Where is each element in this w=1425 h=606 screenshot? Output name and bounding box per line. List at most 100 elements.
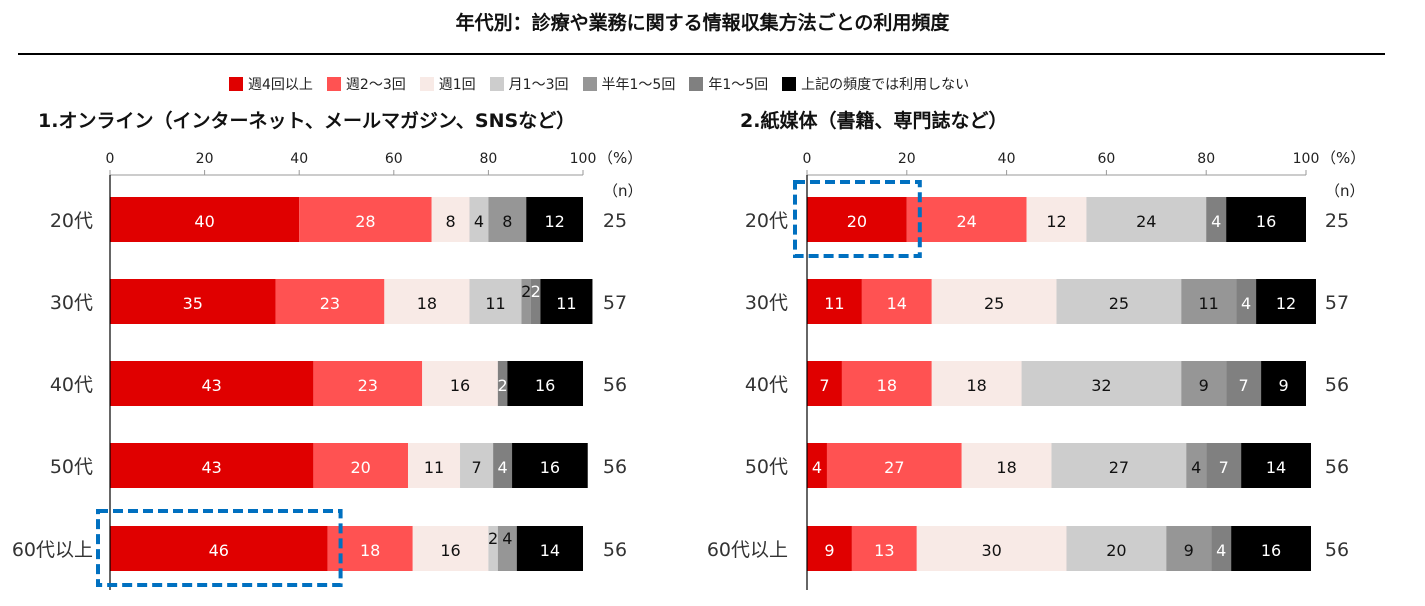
data-label: 24 bbox=[957, 212, 977, 231]
legend-label: 週1回 bbox=[438, 77, 476, 93]
bar-segment bbox=[497, 361, 508, 406]
bar-segment bbox=[540, 279, 593, 324]
n-label: 57 bbox=[603, 292, 627, 314]
bar-segment bbox=[526, 197, 583, 242]
n-label: 56 bbox=[1325, 456, 1349, 478]
bar-segment bbox=[512, 443, 588, 488]
data-label: 4 bbox=[502, 529, 512, 548]
data-label: 2 bbox=[497, 376, 507, 395]
data-label: 28 bbox=[355, 212, 375, 231]
data-label: 16 bbox=[1256, 212, 1276, 231]
data-label: 16 bbox=[540, 458, 560, 477]
category-label: 60代以上 bbox=[12, 539, 93, 561]
data-label: 32 bbox=[1091, 376, 1111, 395]
data-label: 12 bbox=[544, 212, 564, 231]
x-tick-label: 100 bbox=[570, 151, 597, 167]
bar-segment bbox=[327, 526, 413, 571]
bar-segment bbox=[841, 361, 932, 406]
bar-segment bbox=[313, 443, 408, 488]
bar-segment bbox=[1021, 361, 1182, 406]
bar-segment bbox=[1256, 279, 1316, 324]
data-label: 9 bbox=[1199, 376, 1209, 395]
data-label: 4 bbox=[812, 458, 822, 477]
category-label: 20代 bbox=[50, 210, 93, 232]
category-label: 50代 bbox=[50, 456, 93, 478]
x-tick-label: 0 bbox=[803, 151, 812, 167]
data-label: 4 bbox=[1191, 458, 1201, 477]
legend-swatch bbox=[689, 77, 704, 91]
bar-segment bbox=[931, 279, 1057, 324]
bar-segment bbox=[1066, 526, 1167, 571]
x-tick-label: 20 bbox=[196, 151, 214, 167]
data-label: 16 bbox=[440, 541, 460, 560]
bar-segment bbox=[299, 197, 432, 242]
data-label: 14 bbox=[540, 541, 560, 560]
x-tick-label: 20 bbox=[898, 151, 916, 167]
data-label: 4 bbox=[1211, 212, 1221, 231]
bar-segment bbox=[807, 443, 827, 488]
category-label: 60代以上 bbox=[707, 539, 788, 561]
bar-segment bbox=[493, 443, 513, 488]
data-label: 18 bbox=[360, 541, 380, 560]
bar-segment bbox=[1056, 279, 1182, 324]
bar-segment bbox=[1086, 197, 1207, 242]
bar-segment bbox=[110, 526, 328, 571]
bar-segment bbox=[530, 279, 541, 324]
data-label: 4 bbox=[497, 458, 507, 477]
category-label: 20代 bbox=[745, 210, 788, 232]
bar-segment bbox=[507, 361, 583, 406]
data-label: 20 bbox=[847, 212, 867, 231]
category-label: 40代 bbox=[745, 374, 788, 396]
legend-label: 週2～3回 bbox=[345, 77, 406, 93]
data-label: 7 bbox=[1219, 458, 1229, 477]
legend-item: 週2～3回 bbox=[326, 74, 406, 94]
legend-item: 年1～5回 bbox=[689, 74, 768, 94]
bar-segment bbox=[1231, 526, 1311, 571]
data-label: 46 bbox=[209, 541, 229, 560]
data-label: 7 bbox=[819, 376, 829, 395]
data-label: 16 bbox=[1261, 541, 1281, 560]
data-label: 16 bbox=[450, 376, 470, 395]
x-tick-label: 60 bbox=[1097, 151, 1115, 167]
bar-segment bbox=[275, 279, 385, 324]
data-label: 18 bbox=[966, 376, 986, 395]
data-label: 25 bbox=[1109, 294, 1129, 313]
data-label: 11 bbox=[556, 294, 576, 313]
bar-segment bbox=[807, 279, 862, 324]
data-label: 9 bbox=[824, 541, 834, 560]
data-label: 27 bbox=[1109, 458, 1129, 477]
legend-label: 月1～3回 bbox=[508, 77, 569, 93]
bar-segment bbox=[1226, 197, 1306, 242]
x-unit-label: （%） bbox=[1321, 149, 1365, 167]
x-unit-label: （%） bbox=[598, 149, 642, 167]
data-label: 18 bbox=[996, 458, 1016, 477]
bar-segment bbox=[384, 279, 470, 324]
bar-segment bbox=[488, 197, 527, 242]
bar-segment bbox=[931, 361, 1022, 406]
data-label: 14 bbox=[1266, 458, 1286, 477]
title-divider bbox=[18, 53, 1385, 55]
bar-segment bbox=[861, 279, 932, 324]
legend-item: 半年1～5回 bbox=[582, 74, 675, 94]
bar-segment bbox=[1026, 197, 1087, 242]
bar-segment bbox=[460, 443, 494, 488]
chart-title-online: 1.オンライン（インターネット、メールマガジン、SNSなど） bbox=[38, 110, 576, 132]
bar-segment bbox=[807, 361, 842, 406]
data-label: 23 bbox=[358, 376, 378, 395]
data-label: 11 bbox=[824, 294, 844, 313]
data-label: 12 bbox=[1276, 294, 1296, 313]
legend-label: 上記の頻度では利用しない bbox=[801, 77, 970, 93]
data-label: 12 bbox=[1046, 212, 1066, 231]
data-label: 27 bbox=[884, 458, 904, 477]
bar-segment bbox=[807, 197, 907, 242]
category-label: 40代 bbox=[50, 374, 93, 396]
bar-segment bbox=[916, 526, 1067, 571]
legend-swatch bbox=[582, 77, 597, 91]
legend-item: 上記の頻度では利用しない bbox=[782, 74, 969, 94]
n-label: 57 bbox=[1325, 292, 1349, 314]
x-tick-label: 40 bbox=[290, 151, 308, 167]
data-label: 2 bbox=[521, 282, 531, 301]
legend-swatch bbox=[229, 77, 243, 91]
